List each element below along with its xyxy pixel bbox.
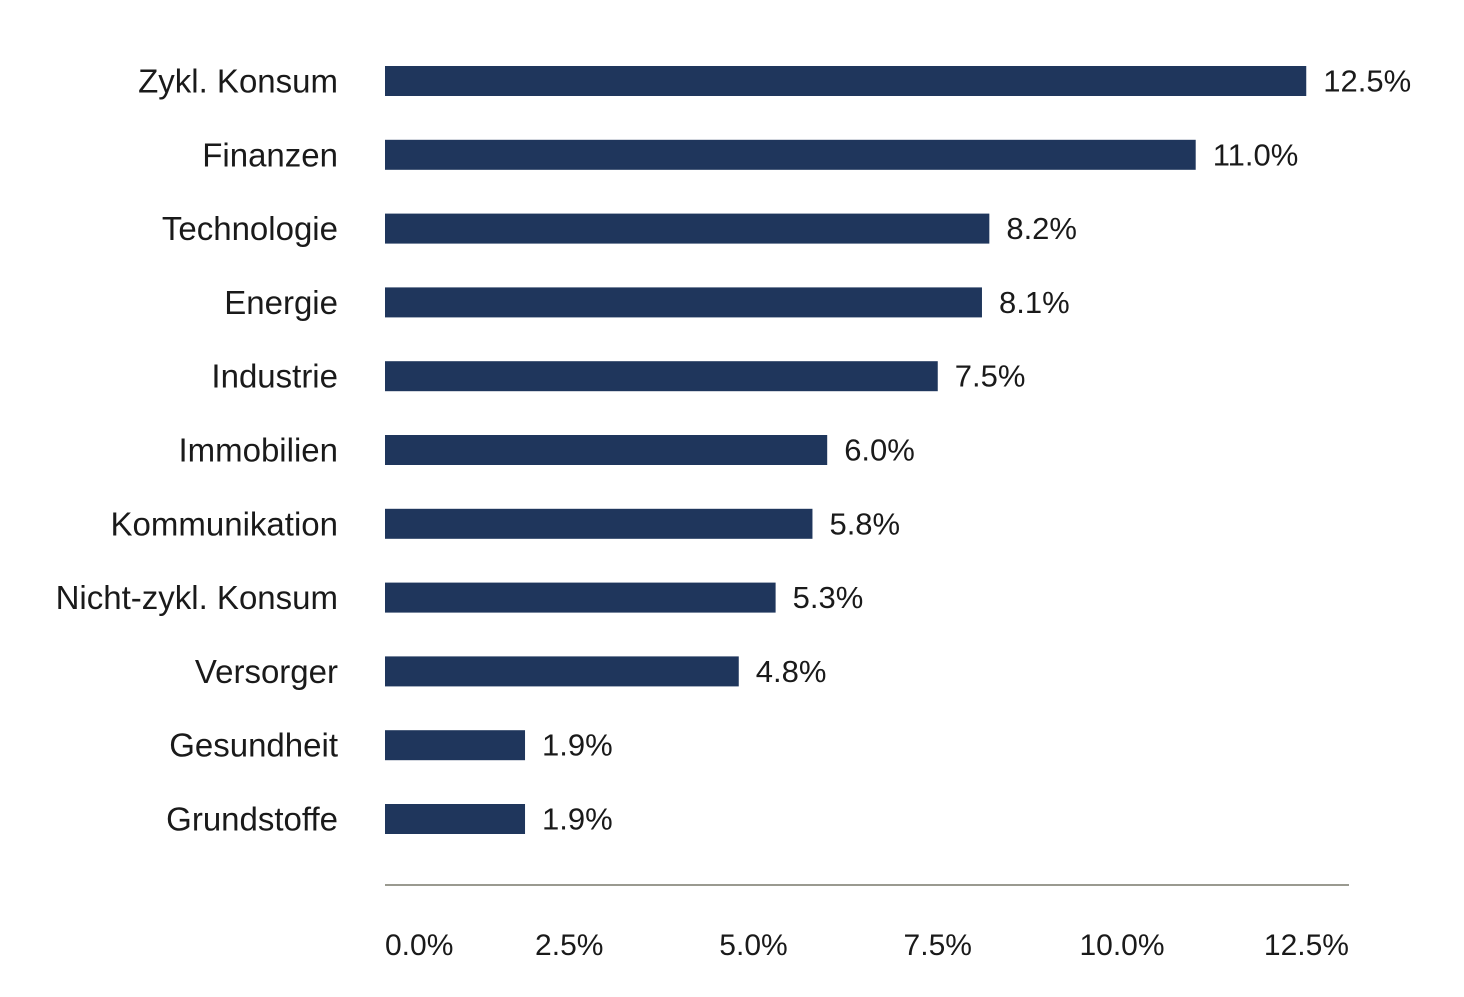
bar-6 xyxy=(385,508,813,539)
bar-5 xyxy=(385,435,828,465)
bars-layer xyxy=(385,66,1307,834)
x-tick-label-3: 7.5% xyxy=(904,929,972,962)
category-label-8: Versorger xyxy=(195,653,338,690)
category-label-10: Grundstoffe xyxy=(166,801,338,838)
bar-7 xyxy=(385,582,776,613)
x-tick-label-2: 5.0% xyxy=(719,929,787,962)
category-label-4: Industrie xyxy=(211,358,338,395)
bar-1 xyxy=(385,139,1196,170)
x-tick-label-0: 0.0% xyxy=(385,929,453,962)
bar-2 xyxy=(385,213,990,244)
category-label-6: Kommunikation xyxy=(111,505,338,542)
bar-8 xyxy=(385,656,739,687)
category-label-9: Gesundheit xyxy=(169,727,338,764)
bar-0 xyxy=(385,66,1307,96)
category-label-5: Immobilien xyxy=(178,432,338,469)
bar-9 xyxy=(385,730,526,761)
x-tick-label-4: 10.0% xyxy=(1079,929,1164,962)
bar-3 xyxy=(385,287,982,318)
category-label-1: Finanzen xyxy=(202,136,338,173)
value-label-2: 8.2% xyxy=(1006,211,1077,246)
value-label-6: 5.8% xyxy=(829,506,900,541)
value-label-10: 1.9% xyxy=(542,802,613,837)
value-label-8: 4.8% xyxy=(756,654,827,689)
category-label-7: Nicht-zykl. Konsum xyxy=(56,579,338,616)
bar-4 xyxy=(385,361,938,392)
value-label-9: 1.9% xyxy=(542,728,613,763)
category-label-2: Technologie xyxy=(162,210,338,247)
value-label-1: 11.0% xyxy=(1213,137,1299,172)
value-label-4: 7.5% xyxy=(955,359,1026,394)
value-label-7: 5.3% xyxy=(793,580,864,615)
category-labels: Zykl. Konsum Finanzen Technologie Energie In… xyxy=(56,63,338,838)
x-axis-ticks: 0.0% 2.5% 5.0% 7.5% 10.0% 12.5% xyxy=(385,929,1349,962)
value-labels: 12.5% 11.0% 8.2% 8.1% 7.5% 6.0% 5.8% 5.3% 4.8% 1.… xyxy=(542,64,1411,837)
value-label-5: 6.0% xyxy=(844,433,915,468)
value-label-3: 8.1% xyxy=(999,285,1070,320)
category-label-0: Zykl. Konsum xyxy=(138,63,338,100)
value-label-0: 12.5% xyxy=(1323,64,1411,99)
x-tick-label-1: 2.5% xyxy=(535,929,603,962)
x-tick-label-5: 12.5% xyxy=(1264,929,1349,962)
category-label-3: Energie xyxy=(224,284,338,321)
bar-10 xyxy=(385,804,526,834)
